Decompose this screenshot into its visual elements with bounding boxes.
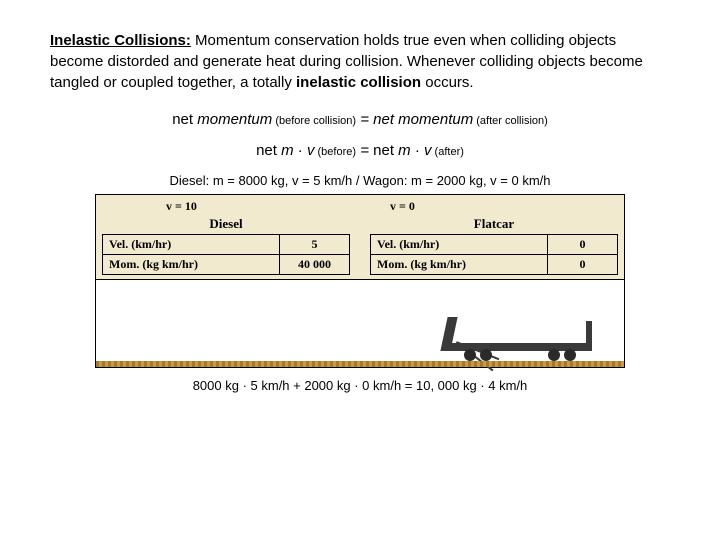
table-row: Vel. (km/hr) 0 [371,235,618,255]
final-equation: 8000 kg · 5 km/h + 2000 kg · 0 km/h = 10… [50,378,670,393]
track-area [96,279,624,367]
diesel-caption: Diesel [102,216,350,232]
flatcar-drawing [450,301,590,361]
wheel-icon [464,349,476,361]
wheel-icon [480,349,492,361]
eq2-right-lead: net [373,142,398,159]
table-row: Mom. (kg km/hr) 0 [371,255,618,275]
diesel-table: Vel. (km/hr) 5 Mom. (kg km/hr) 40 000 [102,234,350,275]
eq2-left-sym: m · v [281,142,314,159]
flatcar-table-wrap: Flatcar Vel. (km/hr) 0 Mom. (kg km/hr) 0 [370,216,618,275]
eq2-left-lead: net [256,142,281,159]
eq1-left-word: momentum [197,111,272,128]
diesel-mom-value: 40 000 [280,255,350,275]
eq2-equals: = [360,142,373,159]
velocity-label-left: v = 10 [102,199,360,214]
eq1-right-lead: net momentum [373,111,473,128]
intro-title: Inelastic Collisions: [50,32,191,49]
velocity-label-right: v = 0 [360,199,618,214]
eq2-right-sym: m · v [398,142,431,159]
flatcar-caption: Flatcar [370,216,618,232]
eq1-equals: = [360,111,373,128]
wheel-icon [548,349,560,361]
given-sep: / [352,173,363,188]
flatcar-table: Vel. (km/hr) 0 Mom. (kg km/hr) 0 [370,234,618,275]
eq1-left-paren: (before collision) [272,115,356,127]
table-row: Mom. (kg km/hr) 40 000 [103,255,350,275]
figure-top-panel: v = 10 v = 0 Diesel Vel. (km/hr) 5 Mom. … [96,195,624,279]
equation-mv: net m · v (before) = net m · v (after) [50,142,670,159]
flatcar-mom-value: 0 [548,255,618,275]
given-diesel: Diesel: m = 8000 kg, v = 5 km/h [169,173,352,188]
intro-bold-phrase: inelastic collision [296,74,421,91]
flatcar-mom-label: Mom. (kg km/hr) [371,255,548,275]
diesel-vel-value: 5 [280,235,350,255]
tables-row: Diesel Vel. (km/hr) 5 Mom. (kg km/hr) 40… [102,216,618,275]
eq2-right-paren: (after) [432,146,464,158]
eq1-right-paren: (after collision) [473,115,548,127]
ground-track [96,361,624,367]
diesel-table-wrap: Diesel Vel. (km/hr) 5 Mom. (kg km/hr) 40… [102,216,350,275]
intro-body-2: occurs. [421,74,474,91]
wheel-icon [564,349,576,361]
eq1-left-lead: net [172,111,197,128]
diesel-mom-label: Mom. (kg km/hr) [103,255,280,275]
equation-momentum-words: net momentum (before collision) = net mo… [50,111,670,128]
table-row: Vel. (km/hr) 5 [103,235,350,255]
diesel-vel-label: Vel. (km/hr) [103,235,280,255]
collision-figure: v = 10 v = 0 Diesel Vel. (km/hr) 5 Mom. … [95,194,625,368]
eq2-left-paren: (before) [314,146,356,158]
flatcar-vel-value: 0 [548,235,618,255]
flatcar-vel-label: Vel. (km/hr) [371,235,548,255]
intro-paragraph: Inelastic Collisions: Momentum conservat… [50,30,670,93]
given-line: Diesel: m = 8000 kg, v = 5 km/h / Wagon:… [50,173,670,188]
given-wagon: Wagon: m = 2000 kg, v = 0 km/h [363,173,550,188]
velocity-labels-row: v = 10 v = 0 [102,199,618,214]
